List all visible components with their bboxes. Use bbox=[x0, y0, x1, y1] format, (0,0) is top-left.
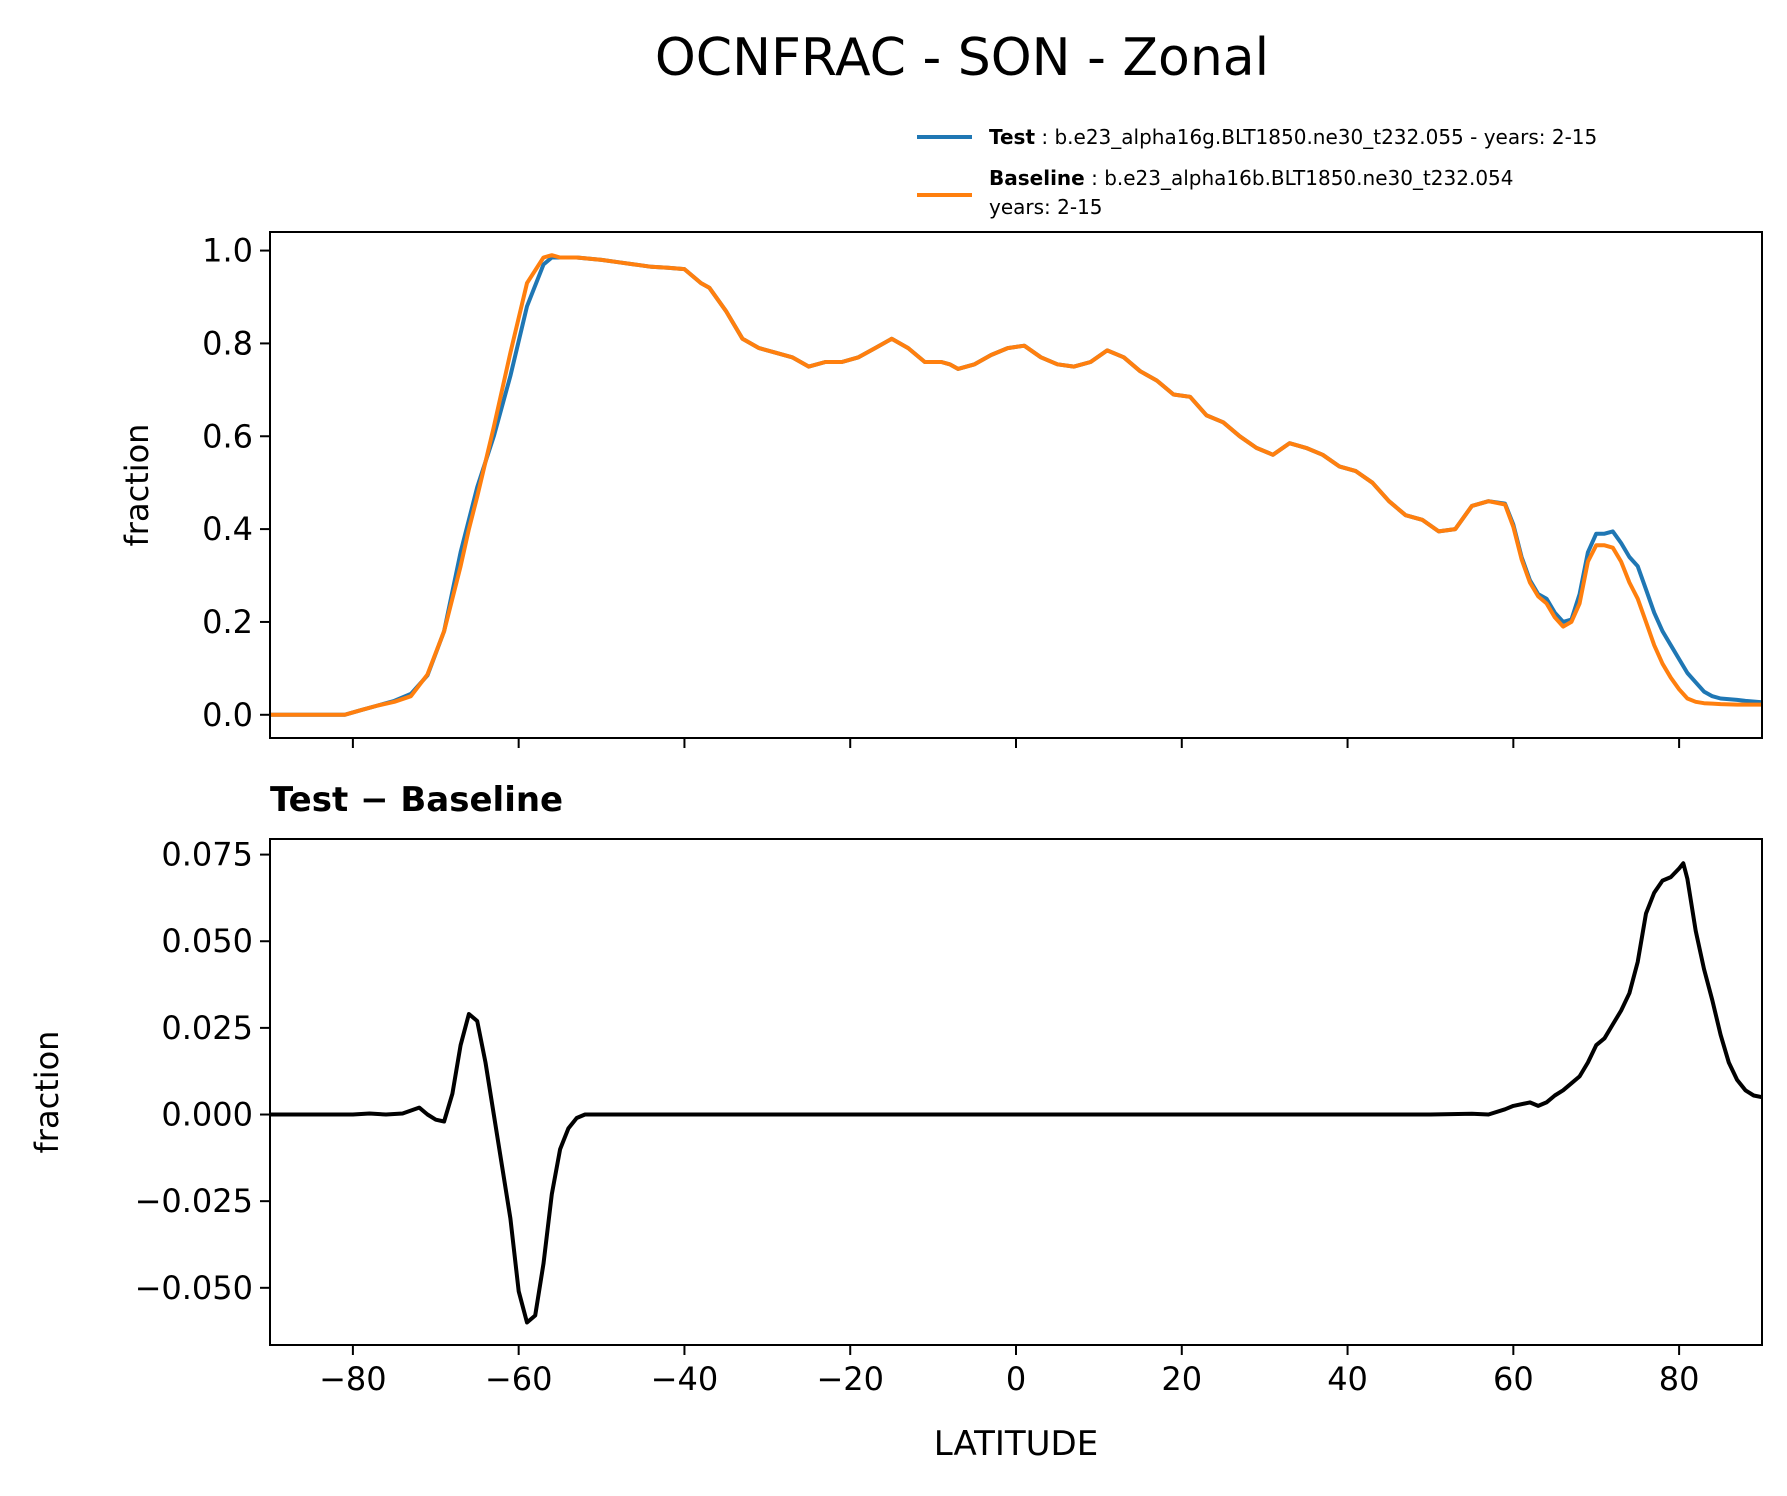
axes-frame bbox=[269, 838, 1763, 1346]
x-tick-label: −20 bbox=[816, 1360, 884, 1398]
x-axis-label: LATITUDE bbox=[934, 1424, 1098, 1464]
series-line-test-baseline bbox=[270, 861, 1762, 1325]
y-tick-label: −0.025 bbox=[135, 1182, 253, 1220]
x-tick-label: −60 bbox=[485, 1360, 553, 1398]
panel-title: Test − Baseline bbox=[270, 780, 563, 820]
x-tick-label: −80 bbox=[319, 1360, 387, 1398]
y-tick-label: 0.0 bbox=[202, 696, 253, 734]
y-tick-label: 0.2 bbox=[202, 603, 253, 641]
y-tick-label: 0.075 bbox=[161, 836, 253, 874]
axes-frame bbox=[269, 231, 1763, 739]
x-tick-label: 20 bbox=[1161, 1360, 1202, 1398]
x-tick-label: 40 bbox=[1327, 1360, 1368, 1398]
series-line-baseline bbox=[270, 253, 1762, 717]
y-tick-label: 1.0 bbox=[202, 232, 253, 270]
y-axis-label: fraction bbox=[118, 424, 156, 547]
y-tick-label: 0.050 bbox=[161, 922, 253, 960]
legend: Test : b.e23_alpha16g.BLT1850.ne30_t232.… bbox=[917, 125, 1597, 219]
series-line-test bbox=[270, 255, 1762, 717]
legend-test-label: Test : b.e23_alpha16g.BLT1850.ne30_t232.… bbox=[989, 125, 1597, 149]
y-axis-label: fraction bbox=[28, 1031, 66, 1154]
top-panel: 0.0 0.2 0.4 0.6 0.8 1.0 fraction bbox=[118, 231, 1763, 748]
y-tick-label: 0.025 bbox=[161, 1009, 253, 1047]
legend-baseline-label: Baseline : b.e23_alpha16b.BLT1850.ne30_t… bbox=[989, 166, 1514, 190]
legend-baseline-label-line2: years: 2-15 bbox=[989, 195, 1103, 219]
x-tick-label: 0 bbox=[1006, 1360, 1026, 1398]
y-tick-label: 0.000 bbox=[161, 1096, 253, 1134]
y-tick-label: 0.8 bbox=[202, 324, 253, 362]
x-tick-label: −40 bbox=[651, 1360, 719, 1398]
y-tick-label: 0.6 bbox=[202, 417, 253, 455]
figure-title: OCNFRAC - SON - Zonal bbox=[655, 28, 1269, 88]
y-tick-label: −0.050 bbox=[135, 1269, 253, 1307]
x-tick-label: 80 bbox=[1659, 1360, 1700, 1398]
y-tick-label: 0.4 bbox=[202, 510, 253, 548]
x-tick-label: 60 bbox=[1493, 1360, 1534, 1398]
bottom-panel: −0.050 −0.025 0.000 0.025 0.050 0.075 −80 −60 −4… bbox=[28, 780, 1763, 1464]
